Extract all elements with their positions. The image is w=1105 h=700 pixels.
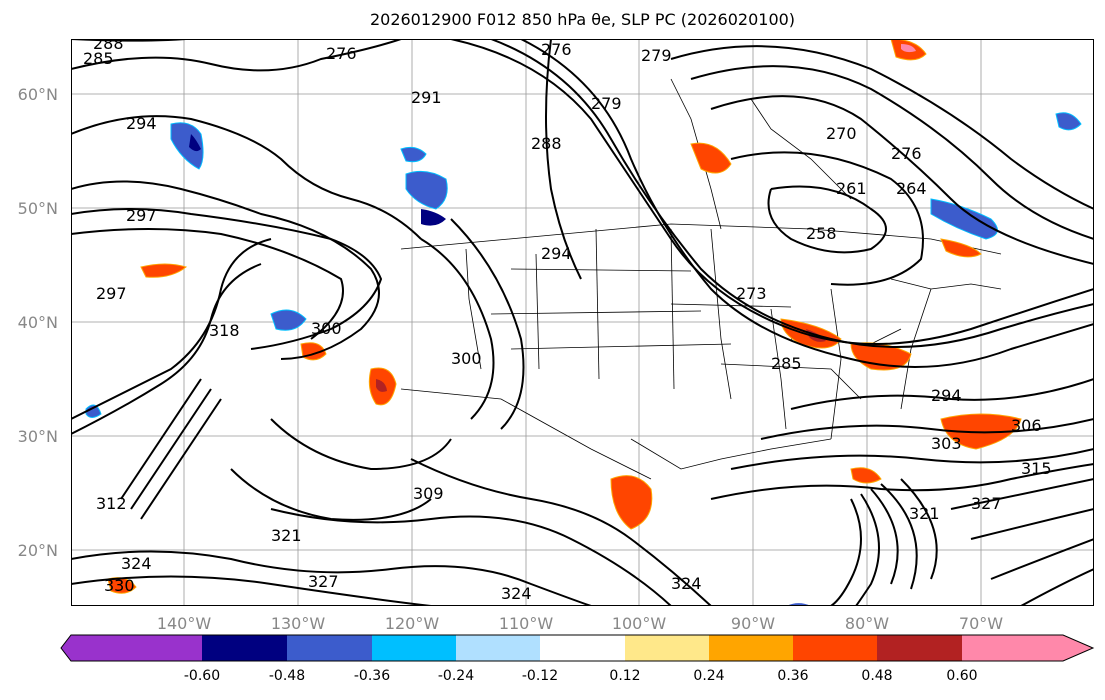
colorbar-segment <box>877 635 962 661</box>
lat-label: 40°N <box>17 313 58 332</box>
contour-label: 321 <box>909 504 940 523</box>
contour-label: 330 <box>104 576 135 595</box>
colorbar-tick: -0.60 <box>183 668 221 684</box>
lon-label: 120°W <box>384 614 440 633</box>
political-boundaries <box>400 78 1002 480</box>
contour-label: 294 <box>541 244 572 263</box>
contour-label: 327 <box>308 572 339 591</box>
colorbar-tick: 0.48 <box>861 668 893 684</box>
contour-label: 297 <box>96 284 127 303</box>
colorbar-svg <box>60 634 1095 662</box>
colorbar-segment <box>540 635 625 661</box>
contour-label: 324 <box>671 574 702 593</box>
contour-label: 306 <box>1011 416 1042 435</box>
colorbar-tick: 0.12 <box>609 668 641 684</box>
contour-labels: 288 285 276 276 279 291 294 297 297 288 … <box>83 39 1052 603</box>
map-panel: 288 285 276 276 279 291 294 297 297 288 … <box>71 39 1094 606</box>
lon-label: 80°W <box>844 614 890 633</box>
contour-label: 279 <box>641 46 672 65</box>
colorbar-tick: 0.36 <box>777 668 809 684</box>
contour-label: 279 <box>591 94 622 113</box>
anomaly-shading <box>85 39 1082 606</box>
colorbar-segment <box>793 635 877 661</box>
colorbar-tick: -0.24 <box>437 668 475 684</box>
lat-label: 60°N <box>17 85 58 104</box>
contour-label: 294 <box>931 386 962 405</box>
colorbar-tick: 0.60 <box>946 668 978 684</box>
lon-label: 130°W <box>270 614 326 633</box>
colorbar-segment <box>625 635 709 661</box>
colorbar-tick: -0.12 <box>521 668 559 684</box>
contour-label: 276 <box>541 40 572 59</box>
contour-label: 297 <box>126 206 157 225</box>
contour-label: 273 <box>736 284 767 303</box>
contour-label: 288 <box>93 39 124 53</box>
contour-label: 324 <box>501 584 532 603</box>
colorbar-segment <box>456 635 540 661</box>
colorbar-tick: 0.24 <box>693 668 725 684</box>
chart-title: 2026012900 F012 850 hPa θe, SLP PC (2026… <box>369 10 796 29</box>
colorbar-segment <box>962 635 1093 661</box>
contour-label: 300 <box>451 349 482 368</box>
contour-label: 258 <box>806 224 837 243</box>
contour-label: 270 <box>826 124 857 143</box>
contour-label: 261 <box>836 179 867 198</box>
lon-label: 100°W <box>611 614 667 633</box>
contour-label: 321 <box>271 526 302 545</box>
lon-label: 90°W <box>730 614 776 633</box>
contour-label: 324 <box>121 554 152 573</box>
contour-label: 294 <box>126 114 157 133</box>
contour-label: 288 <box>531 134 562 153</box>
lon-label: 140°W <box>156 614 212 633</box>
colorbar-segment <box>202 635 287 661</box>
lat-label: 20°N <box>17 541 58 560</box>
contour-label: 327 <box>971 494 1002 513</box>
colorbar-tick: -0.36 <box>353 668 391 684</box>
contour-label: 318 <box>209 321 240 340</box>
lat-label: 30°N <box>17 427 58 446</box>
contour-lines <box>71 39 1094 606</box>
lat-label: 50°N <box>17 199 58 218</box>
colorbar-tick: -0.48 <box>268 668 306 684</box>
map-svg: 288 285 276 276 279 291 294 297 297 288 … <box>71 39 1094 606</box>
contour-label: 285 <box>83 49 114 68</box>
contour-label: 315 <box>1021 459 1052 478</box>
contour-label: 276 <box>326 44 357 63</box>
lon-label: 110°W <box>498 614 554 633</box>
colorbar-segment <box>372 635 456 661</box>
contour-label: 309 <box>413 484 444 503</box>
colorbar <box>60 634 1105 666</box>
colorbar-segment <box>61 635 202 661</box>
contour-label: 300 <box>311 319 342 338</box>
colorbar-segment <box>287 635 372 661</box>
contour-label: 291 <box>411 88 442 107</box>
contour-label: 303 <box>931 434 962 453</box>
contour-label: 312 <box>96 494 127 513</box>
contour-label: 276 <box>891 144 922 163</box>
contour-label: 264 <box>896 179 927 198</box>
colorbar-segment <box>709 635 793 661</box>
contour-label: 285 <box>771 354 802 373</box>
lon-label: 70°W <box>958 614 1004 633</box>
